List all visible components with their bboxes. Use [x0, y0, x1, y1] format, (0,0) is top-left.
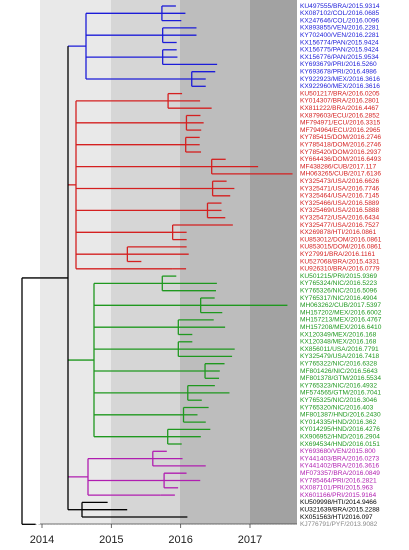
tip-label: KY785464/PRI/2016.2821	[300, 477, 377, 484]
tip-label: KY014307/BRA/2016.2801	[300, 98, 380, 105]
tip-label: KU527068/BRA/2015.4331	[300, 258, 380, 265]
tip-label: KX051563/HTI/2016.097	[300, 514, 373, 521]
tip-label: MH157208/MEX/2016.6410	[300, 324, 382, 331]
tip-label: KY325477/USA/2016.7527	[300, 222, 380, 229]
tick-label: 2014	[30, 534, 54, 546]
tick-label: 2015	[99, 534, 123, 546]
tip-label: MH063265/CUB/2017.6136	[300, 171, 381, 178]
tip-label: KY693680/VEN/2015.800	[300, 448, 376, 455]
tip-label: KY765320/NIC/2016.403	[300, 404, 374, 411]
tip-label: KY27991/BRA/2016.1161	[300, 251, 375, 258]
tip-label: KX906952/HND/2016.2904	[300, 433, 380, 440]
tip-label: KX269878/HTI/2016.0861	[300, 229, 377, 236]
tip-label: KY785415/DOM/2016.2746	[300, 134, 381, 141]
tip-label: KX156775/PAN/2015.9424	[300, 47, 379, 54]
tip-label: KY325469/USA/2016.5888	[300, 207, 380, 214]
tip-label: KY325472/USA/2016.6434	[300, 214, 380, 221]
tip-label: MF801378/GTM/2016.5534	[300, 375, 381, 382]
tip-label: MH157202/MEX/2016.6002	[300, 309, 382, 316]
tip-label: KJ776791/PYF/2013.9082	[300, 521, 378, 528]
tip-label: KX856011/USA/2016.7791	[300, 346, 379, 353]
tip-label: KY014295/HND/2016.4276	[300, 426, 380, 433]
tip-label: KY765325/NIC/2016.3046	[300, 397, 377, 404]
year-band	[250, 0, 297, 524]
tip-label: KU497555/BRA/2015.9314	[300, 3, 380, 10]
tip-label: KY693678/PRI/2016.4986	[300, 68, 377, 75]
tip-label: KX156776/PAN/2015.9534	[300, 54, 379, 61]
tip-label: KY693679/PRI/2016.5260	[300, 61, 377, 68]
tick-label: 2017	[238, 534, 262, 546]
tip-label: KY325464/USA/2016.7145	[300, 193, 380, 200]
tip-label: KX893855/VEN/2016.2281	[300, 25, 380, 32]
tip-label: KU853012/DOM/2016.0861	[300, 236, 382, 243]
tip-label: KX811222/BRA/2016.4467	[300, 105, 379, 112]
tip-label: KY325471/USA/2016.7746	[300, 185, 380, 192]
tip-label: KY664436/DOM/2016.6493	[300, 156, 381, 163]
tip-label: MF073357/BRA/2016.0849	[300, 470, 380, 477]
tip-label: KY325473/USA/2016.6626	[300, 178, 380, 185]
tip-label: KX156774/PAN/2015.9424	[300, 39, 379, 46]
tip-label: KU853015/DOM/2016.0861	[300, 244, 382, 251]
tip-label: KY325479/USA/2016.7418	[300, 353, 380, 360]
tick-label: 2016	[168, 534, 192, 546]
tip-label: KX087102/COL/2016.0685	[300, 10, 380, 17]
tip-label: KU501217/BRA/2016.0205	[300, 90, 380, 97]
tip-label: KY325466/USA/2016.5889	[300, 200, 380, 207]
tip-label: MF794971/ECU/2016.3315	[300, 120, 381, 127]
tip-label: KX120348/MEX/2016.168	[300, 339, 377, 346]
tip-label: KX879603/ECU/2016.2852	[300, 112, 380, 119]
tip-label: MH157213/MEX/2016.4767	[300, 317, 382, 324]
tip-label: KY441402/BRA/2016.3616	[300, 463, 380, 470]
tip-label: KY785418/DOM/2016.2746	[300, 141, 381, 148]
tip-label: MH063262/CUB/2017.5397	[300, 302, 381, 309]
tree	[21, 5, 297, 525]
tip-label: KY765323/NIC/2016.4932	[300, 382, 377, 389]
tip-label: MF438286/CUB/2017.117	[300, 163, 376, 170]
tip-label: KY922923/MEX/2016.3616	[300, 76, 380, 83]
tip-label: KY014335/HND/2016.362	[300, 419, 377, 426]
tip-label: MF794964/ECU/2016.2965	[300, 127, 381, 134]
tip-label: KY765322/NIC/2016.6328	[300, 360, 377, 367]
tip-labels: KU497555/BRA/2015.9314KX087102/COL/2016.…	[300, 3, 382, 528]
tip-label: KU926310/BRA/2016.0779	[300, 266, 380, 273]
time-axis: 2014 2015 2016 2017	[30, 524, 262, 546]
tip-label: KU501215/PRI/2015.9369	[300, 273, 377, 280]
tip-label: KY441403/BRA/2016.0273	[300, 455, 380, 462]
tip-label: KY765324/NIC/2016.5223	[300, 280, 377, 287]
tip-label: KX922960/MEX/2016.3616	[300, 83, 380, 90]
tip-label: KY702400/VEN/2016.2281	[300, 32, 380, 39]
tip-label: MF574565/GTM/2016.7041	[300, 390, 381, 397]
tip-label: KX120349/MEX/2016.168	[300, 331, 377, 338]
tip-label: KX601166/PRI/2015.9164	[300, 492, 376, 499]
tip-label: KY765317/NIC/2016.4904	[300, 295, 377, 302]
tip-label: KY785420/DOM/2016.2937	[300, 149, 381, 156]
tip-label: KX247646/COL/2016.0096	[300, 17, 380, 24]
tip-label: MF801387/HND/2016.2430	[300, 412, 381, 419]
tip-label: KU321639/BRA/2015.2288	[300, 506, 380, 513]
tip-label: KU509998/HTI/2014.9466	[300, 499, 377, 506]
tip-label: MF801426/NIC/2016.5643	[300, 368, 378, 375]
tip-label: KY765326/NIC/2016.5096	[300, 287, 377, 294]
tip-label: KX087101/PRI/2015.963	[300, 485, 373, 492]
tip-label: KX694534/HND/2016.0151	[300, 441, 380, 448]
